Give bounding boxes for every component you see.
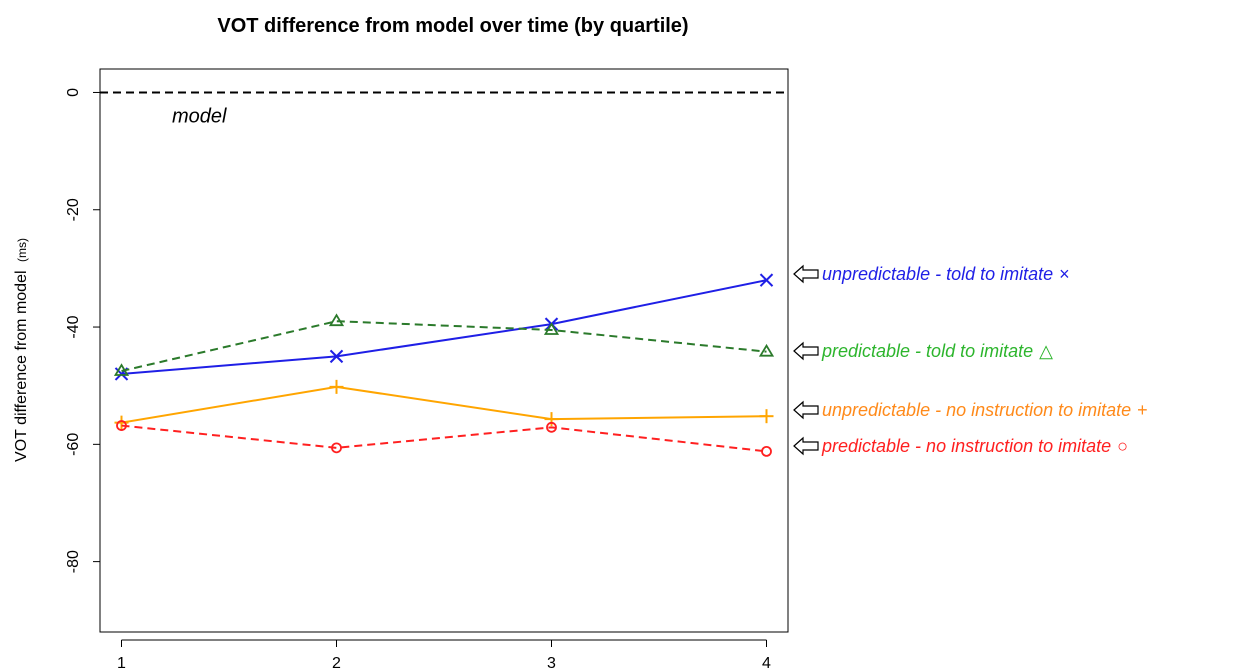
y-axis-label-unit: (ms) xyxy=(15,238,29,262)
plot-frame xyxy=(99,68,789,633)
series-point xyxy=(113,363,130,376)
legend-marker-glyph: △ xyxy=(1039,341,1053,361)
series-triangle xyxy=(113,313,775,376)
x-tick-label: 4 xyxy=(762,655,771,671)
series-point xyxy=(759,273,774,287)
series-plus xyxy=(114,379,774,430)
y-axis: 0 -20 -40 -60 -80 xyxy=(65,88,100,573)
legend-arrow-icon xyxy=(793,436,819,456)
legend-item: predictable - no instruction to imitate ○ xyxy=(793,436,1128,456)
y-tick-label: -60 xyxy=(65,433,82,456)
legend-marker-glyph: ○ xyxy=(1117,436,1128,456)
chart-title: VOT difference from model over time (by … xyxy=(217,15,688,37)
legend-label: predictable - no instruction to imitate ○ xyxy=(821,436,1128,456)
x-tick-label: 1 xyxy=(117,655,126,671)
reference-line-group: model xyxy=(100,91,788,127)
y-axis-label: VOT difference from model (ms) xyxy=(13,238,30,462)
series-point xyxy=(761,445,772,457)
series-line xyxy=(121,385,767,424)
series-point xyxy=(331,442,342,454)
legend-marker-glyph: + xyxy=(1137,400,1148,420)
series-line xyxy=(121,279,767,375)
series-point xyxy=(116,420,127,431)
legend-label: predictable - told to imitate △ xyxy=(821,341,1053,361)
legend-marker-glyph: × xyxy=(1059,264,1070,284)
series-point xyxy=(759,409,774,424)
y-axis-label-text: VOT difference from model xyxy=(13,270,30,462)
x-tick-label: 3 xyxy=(547,655,556,671)
series-point xyxy=(544,412,559,427)
y-tick-label: -20 xyxy=(65,198,82,221)
reference-line-label: model xyxy=(172,105,227,127)
series-point xyxy=(758,343,775,357)
y-tick-label: -80 xyxy=(65,550,82,573)
legend-arrow-icon xyxy=(793,264,819,284)
series-point xyxy=(543,322,560,335)
series-point xyxy=(114,415,129,430)
series-point xyxy=(329,349,344,364)
series-point xyxy=(328,313,345,327)
series-line xyxy=(121,424,767,453)
series-point xyxy=(329,379,344,394)
legend-label: unpredictable - no instruction to imitat… xyxy=(822,400,1148,420)
legend-item: unpredictable - told to imitate × xyxy=(793,264,1070,284)
legend-item: predictable - told to imitate △ xyxy=(793,341,1053,361)
legend-arrow-icon xyxy=(793,400,819,420)
y-tick-label: 0 xyxy=(65,88,82,97)
series-circle xyxy=(116,420,772,457)
legend-item: unpredictable - no instruction to imitat… xyxy=(793,400,1148,420)
series-layer xyxy=(113,273,775,457)
series-x xyxy=(114,273,774,381)
y-tick-label: -40 xyxy=(65,315,82,338)
legend-label: unpredictable - told to imitate × xyxy=(822,264,1070,284)
legend: unpredictable - told to imitate × predicta… xyxy=(793,264,1148,456)
series-line xyxy=(121,320,767,373)
x-tick-label: 2 xyxy=(332,655,341,671)
legend-arrow-icon xyxy=(793,341,819,361)
series-point xyxy=(546,421,557,433)
x-axis: 1 2 3 4 xyxy=(117,639,771,671)
